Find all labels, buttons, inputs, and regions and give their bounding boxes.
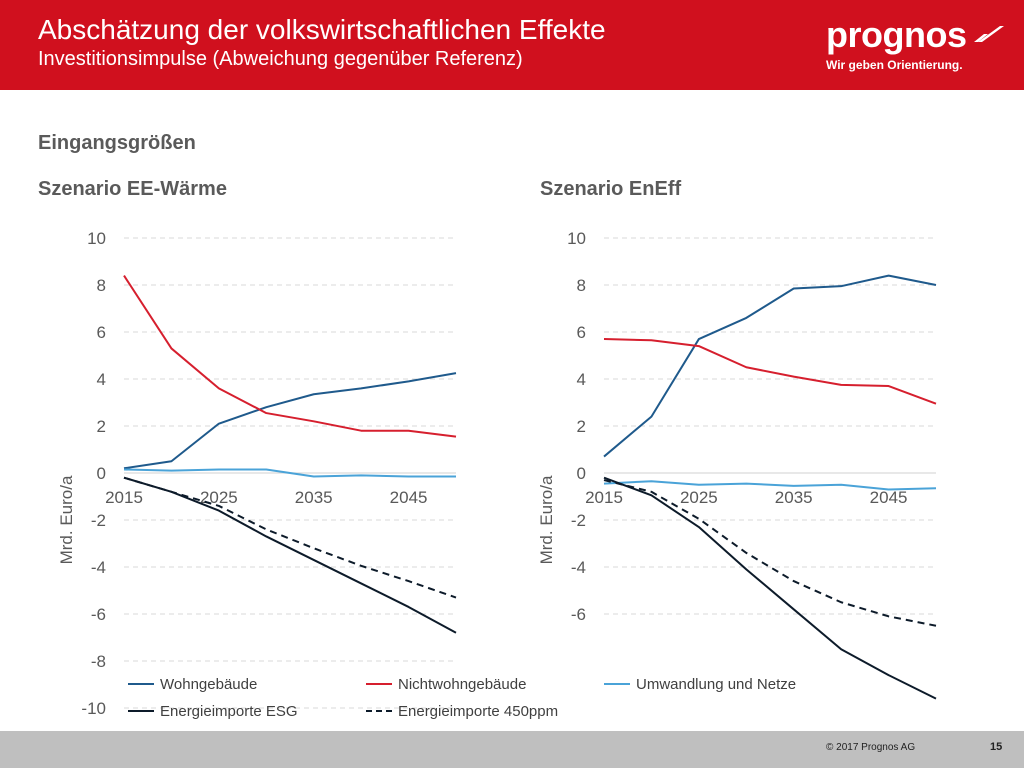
series-line-umwandlung-und-netze xyxy=(123,468,456,478)
series-line-wohngebaeude xyxy=(123,372,457,470)
series-line-nichtwohngebaeude xyxy=(123,275,457,438)
x-tick-label: 2035 xyxy=(775,488,813,507)
legend-label-umwandlung-und-netze: Umwandlung und Netze xyxy=(636,676,796,693)
y-tick-label: 2 xyxy=(577,417,586,436)
copyright-text: © 2017 Prognos AG xyxy=(826,742,916,753)
legend-label-energieimporte-450ppm: Energieimporte 450ppm xyxy=(398,703,558,720)
prognos-logo: prognos Wir geben Orientierung. xyxy=(826,14,1006,78)
gridlines xyxy=(604,237,936,615)
header-bar: Abschätzung der volkswirtschaftlichen Ef… xyxy=(0,0,1024,90)
x-tick-label: 2045 xyxy=(870,488,908,507)
logo-text: prognos xyxy=(826,14,967,55)
y-tick-label: -6 xyxy=(571,605,586,624)
footer-bar xyxy=(0,731,1024,768)
y-tick-label: 0 xyxy=(577,464,586,483)
series-line-wohngebaeude xyxy=(603,274,937,458)
series-line-umwandlung-und-netze xyxy=(603,480,937,491)
chart-legend: Wohngebäude Nichtwohngebäude Umwandlung un… xyxy=(128,676,796,720)
x-tick-label: 2025 xyxy=(680,488,718,507)
chart-title-eneff: Szenario EnEff xyxy=(540,178,682,200)
y-tick-label: 4 xyxy=(577,370,586,389)
legend-label-energieimporte-esg: Energieimporte ESG xyxy=(160,703,298,720)
slide-subtitle: Investitionsimpulse (Abweichung gegenübe… xyxy=(38,48,523,70)
legend-label-nichtwohngebaeude: Nichtwohngebäude xyxy=(398,676,526,693)
y-tick-label: 8 xyxy=(577,276,586,295)
y-tick-label: 8 xyxy=(97,276,106,295)
y-tick-label: -2 xyxy=(571,511,586,530)
chart-eneff: 10 8 6 4 2 0 -2 -4 -6 2015 2025 2035 2045 Mrd. Euro/a xyxy=(537,229,937,700)
y-axis-label: Mrd. Euro/a xyxy=(57,475,76,564)
y-tick-label: -6 xyxy=(91,605,106,624)
y-tick-label: -8 xyxy=(91,652,106,671)
logo-tagline: Wir geben Orientierung. xyxy=(826,58,963,72)
x-tick-label: 2015 xyxy=(105,488,143,507)
series-line-energieimporte-esg xyxy=(603,476,937,700)
y-tick-label: 4 xyxy=(97,370,106,389)
slide-title: Abschätzung der volkswirtschaftlichen Ef… xyxy=(38,14,606,45)
y-tick-label: 2 xyxy=(97,417,106,436)
logo-slash-icon xyxy=(974,26,1004,42)
x-tick-label: 2025 xyxy=(200,488,238,507)
legend-label-wohngebaeude: Wohngebäude xyxy=(160,676,257,693)
y-tick-label: 10 xyxy=(87,229,106,248)
y-tick-label: -4 xyxy=(91,558,106,577)
x-tick-label: 2035 xyxy=(295,488,333,507)
y-tick-label: 6 xyxy=(97,323,106,342)
y-tick-label: -10 xyxy=(81,699,106,718)
gridlines xyxy=(124,237,456,709)
section-title: Eingangsgrößen xyxy=(38,132,196,154)
y-tick-label: 6 xyxy=(577,323,586,342)
y-axis-label: Mrd. Euro/a xyxy=(537,475,556,564)
x-tick-label: 2045 xyxy=(390,488,428,507)
chart-ee-waerme: 10 8 6 4 2 0 -2 -4 -6 -8 -10 2015 2025 2035 2045 Mrd. E… xyxy=(57,229,457,718)
y-tick-label: 0 xyxy=(97,464,106,483)
y-tick-label: -2 xyxy=(91,511,106,530)
y-tick-label: -4 xyxy=(571,558,586,577)
series-line-energieimporte-esg xyxy=(123,476,457,634)
x-tick-label: 2015 xyxy=(585,488,623,507)
series-line-nichtwohngebaeude xyxy=(603,338,937,405)
page-number: 15 xyxy=(990,741,1003,753)
y-tick-label: 10 xyxy=(567,229,586,248)
chart-title-ee-waerme: Szenario EE-Wärme xyxy=(38,178,227,200)
